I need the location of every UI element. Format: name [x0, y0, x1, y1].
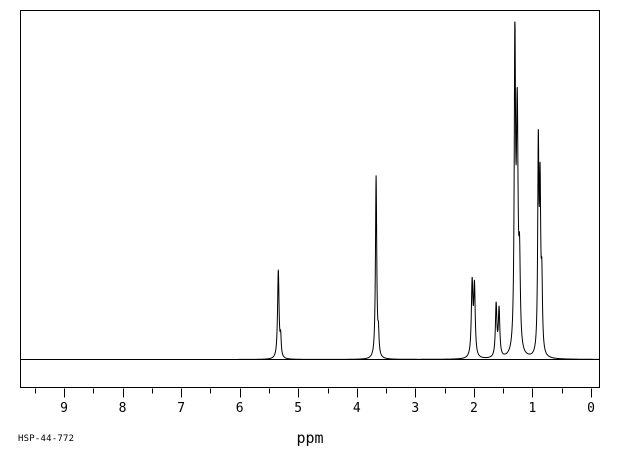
axis-tick-label: 1 [529, 401, 537, 416]
axis-tick-label: 3 [411, 401, 419, 416]
axis-tick-label: 8 [119, 401, 127, 416]
x-axis-title: ppm [296, 429, 323, 447]
plot-frame [20, 10, 600, 388]
axis-tick-label: 0 [587, 401, 595, 416]
axis-tick-label: 4 [353, 401, 361, 416]
axis-tick-labels: 9 8 7 6 5 4 3 2 1 0 [60, 401, 595, 416]
spectrum-trace [21, 21, 599, 360]
axis-tick-label: 6 [236, 401, 244, 416]
axis-ticks [35, 388, 592, 398]
sample-id-label: HSP-44-772 [18, 434, 74, 444]
axis-tick-label: 7 [177, 401, 185, 416]
axis-tick-label: 2 [470, 401, 478, 416]
axis-tick-label: 9 [60, 401, 68, 416]
axis-tick-label: 5 [294, 401, 302, 416]
